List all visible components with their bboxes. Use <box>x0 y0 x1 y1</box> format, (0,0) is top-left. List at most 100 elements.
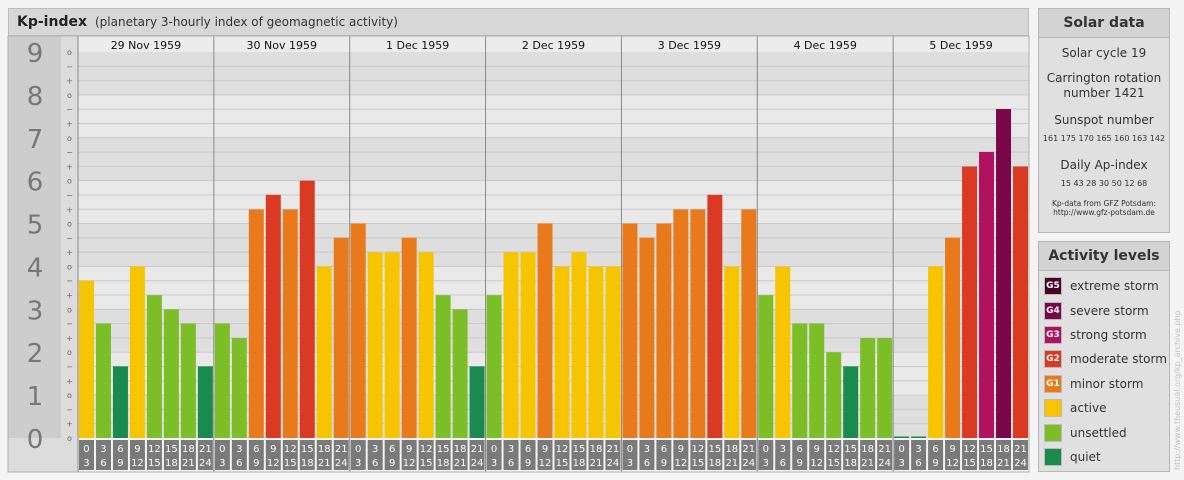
interval-box <box>79 440 94 470</box>
kp-bar <box>588 266 604 438</box>
interval-box <box>435 440 451 470</box>
interval-end: 9 <box>525 458 531 469</box>
legend-item-unsettled: unsettled <box>1039 420 1169 444</box>
interval-end: 24 <box>335 458 348 469</box>
kp-bar <box>554 266 570 438</box>
interval-start: 9 <box>406 444 412 455</box>
interval-start: 6 <box>117 444 123 455</box>
interval-start: 12 <box>556 444 569 455</box>
y-minor-label: o <box>67 91 72 100</box>
interval-start: 9 <box>134 444 140 455</box>
interval-end: 12 <box>810 458 823 469</box>
interval-start: 9 <box>678 444 684 455</box>
day-label: 30 Nov 1959 <box>247 39 317 52</box>
interval-start: 21 <box>742 444 755 455</box>
interval-end: 15 <box>963 458 976 469</box>
day-label: 2 Dec 1959 <box>522 39 585 52</box>
interval-end: 9 <box>661 458 667 469</box>
interval-box <box>163 440 179 470</box>
y-minor-label: o <box>67 262 72 271</box>
interval-start: 9 <box>949 444 955 455</box>
legend-item-strong-storm: G3 strong storm <box>1039 323 1169 347</box>
legend-label: extreme storm <box>1070 279 1159 294</box>
interval-start: 0 <box>355 444 361 455</box>
kp-bar <box>690 209 706 438</box>
interval-start: 12 <box>420 444 433 455</box>
y-minor-label: + <box>66 334 73 343</box>
interval-end: 21 <box>997 458 1010 469</box>
interval-end: 3 <box>763 458 769 469</box>
interval-start: 15 <box>844 444 857 455</box>
sunspot-title: Sunspot number <box>1054 113 1154 127</box>
kp-bar <box>248 209 264 438</box>
interval-start: 6 <box>525 444 531 455</box>
interval-end: 6 <box>915 458 921 469</box>
interval-box <box>758 440 774 470</box>
y-minor-label: − <box>66 320 73 329</box>
y-minor-label: o <box>67 48 72 57</box>
source-link[interactable]: http://www.gfz-potsdam.de <box>1053 208 1155 217</box>
kp-bar <box>214 323 230 438</box>
interval-end: 24 <box>607 458 620 469</box>
interval-box <box>860 440 876 470</box>
solar-data-panel: Solar data Solar cycle 19 Carrington rot… <box>1038 8 1170 233</box>
interval-start: 9 <box>270 444 276 455</box>
legend-label: quiet <box>1070 449 1101 464</box>
credit-watermark: http://www.theusual.org/kp_archive.php <box>1173 310 1182 470</box>
interval-end: 15 <box>420 458 433 469</box>
interval-start: 21 <box>1014 444 1027 455</box>
carrington-line1: Carrington rotation <box>1046 71 1162 85</box>
interval-end: 18 <box>573 458 586 469</box>
interval-box <box>1013 440 1028 470</box>
y-tick-label: 5 <box>27 211 44 241</box>
source-line1: Kp-data from GFZ Potsdam: <box>1051 199 1157 208</box>
interval-box <box>843 440 859 470</box>
kp-bar <box>877 338 893 438</box>
day-label: 3 Dec 1959 <box>658 39 721 52</box>
interval-end: 3 <box>219 458 225 469</box>
kp-bar <box>809 323 825 438</box>
interval-start: 18 <box>318 444 331 455</box>
chart-frame <box>7 35 1030 473</box>
interval-box <box>826 440 842 470</box>
interval-end: 6 <box>372 458 378 469</box>
kp-bar <box>622 223 638 438</box>
interval-start: 0 <box>219 444 225 455</box>
legend-item-moderate-storm: G2 moderate storm <box>1039 347 1169 371</box>
sunspot-values: 161 175 170 165 160 163 142 <box>1042 134 1166 143</box>
y-minor-label: + <box>66 248 73 257</box>
y-minor-label: − <box>66 62 73 71</box>
y-tick-label: 3 <box>27 296 44 326</box>
interval-box <box>401 440 417 470</box>
y-tick-label: 2 <box>27 339 44 369</box>
kp-bar <box>197 366 213 438</box>
interval-start: 3 <box>508 444 514 455</box>
interval-box <box>248 440 264 470</box>
interval-box <box>979 440 995 470</box>
kp-bar <box>469 366 485 438</box>
y-tick-label: 1 <box>27 382 44 412</box>
kp-bar <box>639 237 655 438</box>
interval-start: 21 <box>335 444 348 455</box>
kp-bar <box>962 166 978 438</box>
kp-bar <box>299 180 315 438</box>
interval-end: 15 <box>284 458 297 469</box>
interval-start: 21 <box>878 444 891 455</box>
kp-bar <box>673 209 689 438</box>
interval-box <box>894 440 910 470</box>
y-minor-label: o <box>67 434 72 443</box>
interval-box <box>214 440 230 470</box>
interval-start: 12 <box>827 444 840 455</box>
legend-item-extreme-storm: G5 extreme storm <box>1039 274 1169 298</box>
interval-end: 9 <box>253 458 259 469</box>
interval-box <box>877 440 893 470</box>
interval-start: 6 <box>389 444 395 455</box>
y-minor-label: − <box>66 105 73 114</box>
kp-chart: 0123456789o+−o+−o+−o+−o+−o+−o+−o+−o+−o29… <box>7 35 1030 473</box>
band-3 <box>78 266 1029 310</box>
interval-box <box>350 440 366 470</box>
axis-corner <box>8 438 78 472</box>
interval-start: 21 <box>607 444 620 455</box>
interval-box <box>197 440 213 470</box>
